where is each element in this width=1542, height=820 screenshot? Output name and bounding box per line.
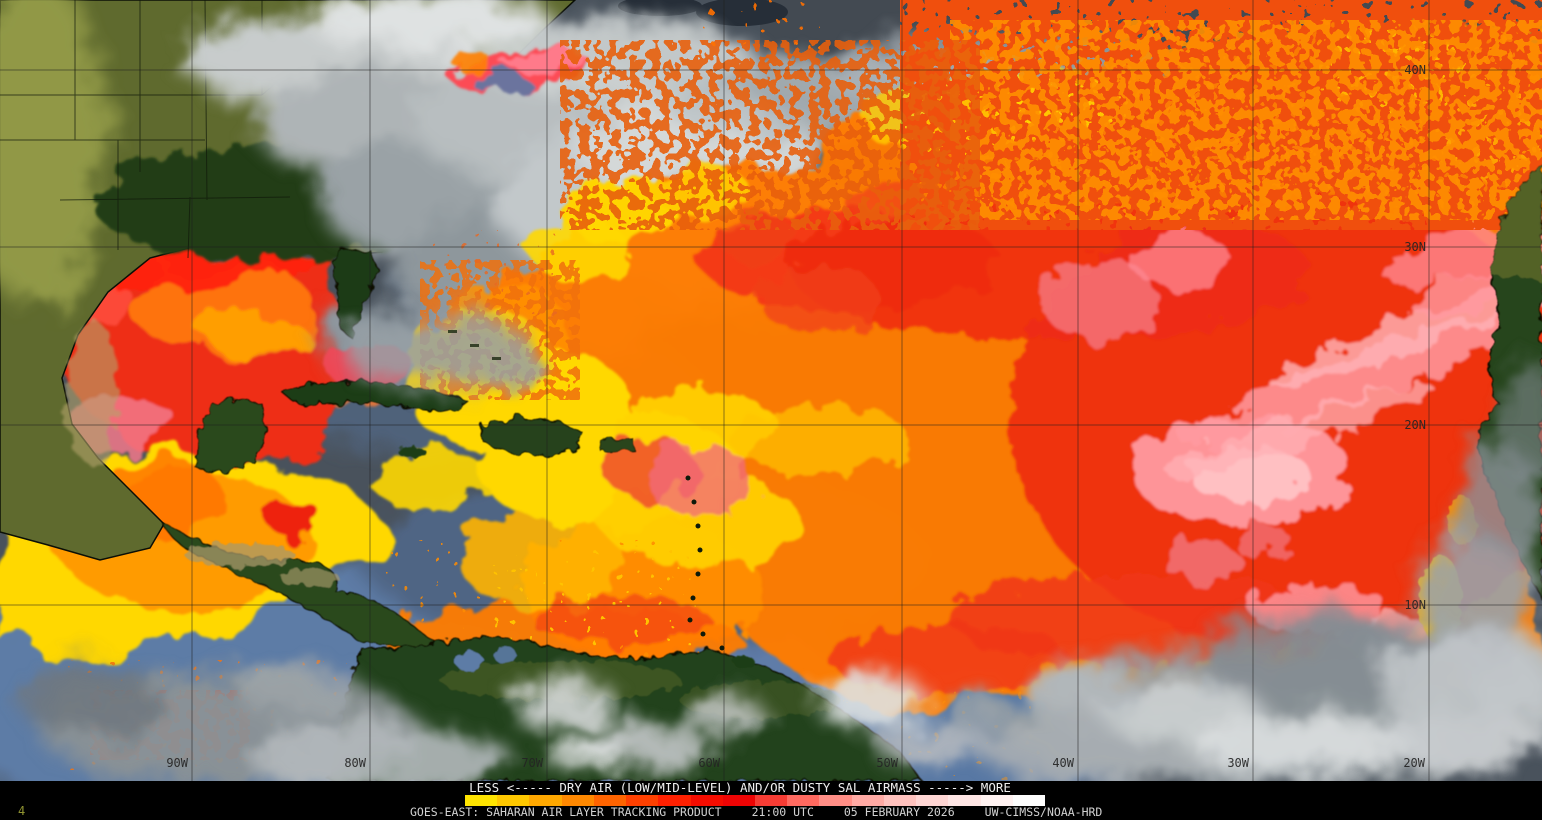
- footer-product-title: GOES-EAST: SAHARAN AIR LAYER TRACKING PR…: [410, 805, 722, 819]
- legend-color-segment: [658, 795, 691, 806]
- grid-label-90W: 90W: [166, 756, 188, 770]
- legend-color-segment: [883, 795, 917, 806]
- grid-label-20W: 20W: [1403, 756, 1425, 770]
- legend-scale-text: LESS <----- DRY AIR (LOW/MID-LEVEL) AND/…: [469, 780, 1011, 795]
- lat-lon-grid: 90W 80W 70W 60W 50W 40W 30W 20W 40N 30N 20N 10N: [0, 0, 1542, 781]
- legend-color-segment: [626, 795, 659, 806]
- footer-time: 21:00 UTC: [751, 805, 814, 819]
- legend-color-segment: [819, 795, 852, 806]
- gulf-of-venezuela: [456, 652, 484, 672]
- footer-info-bar: GOES-EAST: SAHARAN AIR LAYER TRACKING PR…: [410, 806, 1102, 819]
- satellite-map: 90W 80W 70W 60W 50W 40W 30W 20W 40N 30N 20N 10N: [0, 0, 1542, 781]
- legend-color-segment: [690, 795, 723, 806]
- legend-color-segment: [948, 795, 981, 806]
- grid-label-70W: 70W: [521, 756, 543, 770]
- grid-label-80W: 80W: [344, 756, 366, 770]
- grid-label-40W: 40W: [1052, 756, 1074, 770]
- legend-color-segment: [1012, 795, 1045, 806]
- footer-credit: UW-CIMSS/NOAA-HRD: [984, 805, 1103, 819]
- cloud-deck-foreground: [20, 312, 1542, 781]
- legend-color-segment: [722, 795, 755, 806]
- grid-label-60W: 60W: [698, 756, 720, 770]
- frame-indicator: 4: [18, 804, 26, 818]
- legend-color-segment: [851, 795, 884, 806]
- legend-color-segment: [497, 795, 530, 806]
- florida: [333, 247, 378, 339]
- legend-color-segment: [561, 795, 594, 806]
- grid-label-10N: 10N: [1404, 598, 1426, 612]
- trinidad: [734, 655, 754, 669]
- legend-color-segment: [980, 795, 1013, 806]
- legend-color-segment: [465, 795, 498, 806]
- grid-label-50W: 50W: [876, 756, 898, 770]
- legend-color-segment: [529, 795, 562, 806]
- grid-label-40N: 40N: [1404, 63, 1426, 77]
- legend-color-segment: [754, 795, 788, 806]
- cuba: [280, 380, 470, 413]
- legend-color-segment: [916, 795, 949, 806]
- hispaniola: [479, 417, 583, 457]
- yucatan: [195, 397, 267, 473]
- legend-color-segment: [593, 795, 627, 806]
- footer-date: 05 FEBRUARY 2026: [843, 805, 955, 819]
- legend-color-segment: [787, 795, 820, 806]
- puerto-rico: [599, 437, 635, 453]
- grid-label-30W: 30W: [1227, 756, 1249, 770]
- grid-label-30N: 30N: [1404, 240, 1426, 254]
- legend-color-bar: [465, 795, 1045, 806]
- jamaica: [398, 446, 426, 458]
- grid-label-20N: 20N: [1404, 418, 1426, 432]
- lesser-antilles: [448, 330, 725, 651]
